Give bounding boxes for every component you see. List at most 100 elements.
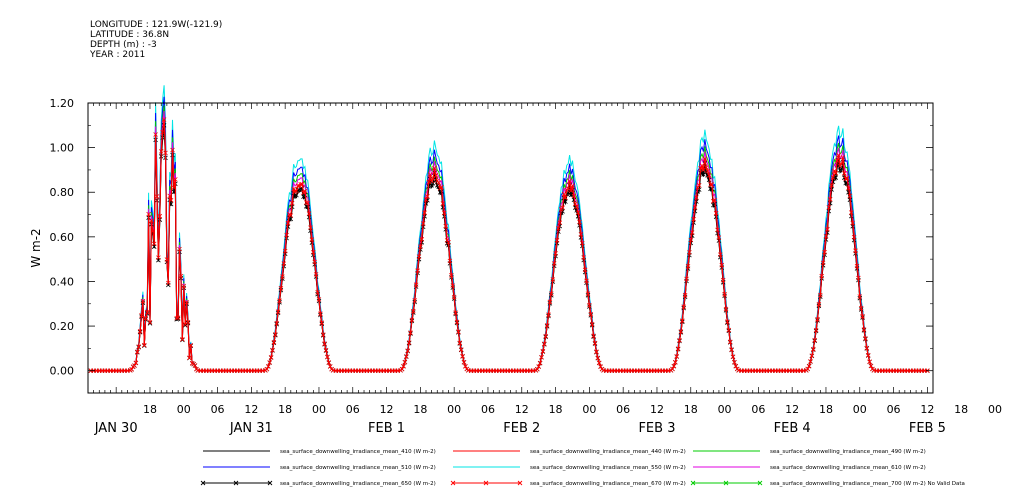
x-marker: [160, 129, 165, 135]
x-marker: [853, 248, 858, 253]
legend-label: sea_surface_downwelling_irradiance_mean_…: [280, 465, 436, 471]
x-marker: [404, 354, 409, 359]
x-marker: [302, 188, 308, 194]
x-marker: [153, 132, 158, 137]
x-marker: [299, 182, 305, 187]
x-marker: [568, 188, 574, 193]
x-marker: [326, 360, 332, 365]
x-marker: [594, 349, 599, 354]
x-marker: [694, 195, 699, 200]
x-marker: [689, 230, 695, 235]
x-marker: [140, 298, 146, 304]
x-marker: [311, 250, 316, 255]
x-marker: [135, 349, 140, 355]
x-marker: [305, 204, 310, 210]
x-marker: [694, 199, 699, 204]
y-tick-label: 0.00: [50, 365, 75, 378]
x-marker: [673, 359, 678, 365]
x-marker: [142, 342, 147, 348]
x-marker: [133, 360, 139, 366]
x-marker: [294, 188, 299, 194]
x-marker: [156, 255, 161, 260]
x-marker: [433, 173, 439, 178]
x-marker: [684, 276, 689, 282]
x-marker: [582, 267, 588, 273]
x-marker: [809, 353, 815, 358]
x-marker: [451, 294, 457, 300]
x-marker: [567, 178, 572, 184]
x-marker: [320, 332, 326, 337]
x-marker: [291, 186, 296, 192]
x-hour-tick-label: 18: [413, 403, 427, 416]
x-marker: [401, 363, 406, 369]
x-marker: [719, 262, 725, 268]
x-marker: [687, 250, 692, 255]
x-marker: [843, 176, 848, 181]
x-hour-tick-label: 12: [244, 403, 258, 416]
x-marker: [306, 211, 312, 216]
x-marker: [425, 194, 430, 199]
x-marker: [136, 344, 141, 349]
x-marker: [399, 366, 405, 372]
x-marker: [720, 277, 726, 283]
x-marker: [577, 219, 582, 225]
x-marker: [819, 273, 824, 279]
x-marker: [575, 210, 581, 215]
x-marker: [723, 306, 729, 312]
legend-label: sea_surface_downwelling_irradiance_mean_…: [770, 449, 926, 455]
x-marker: [682, 292, 688, 298]
x-marker: [175, 315, 181, 320]
legend-label: sea_surface_downwelling_irradiance_mean_…: [280, 449, 436, 455]
x-marker: [708, 182, 713, 187]
x-marker: [164, 257, 170, 262]
legend-item: sea_surface_downwelling_irradiance_mean_…: [203, 465, 436, 471]
x-marker: [440, 205, 446, 210]
legend-marker: [723, 480, 729, 486]
x-marker: [180, 337, 185, 343]
x-marker: [180, 337, 185, 342]
x-marker: [288, 213, 294, 218]
legend-marker: [267, 480, 273, 486]
x-marker: [847, 193, 853, 199]
x-marker: [844, 176, 850, 181]
x-marker: [170, 147, 175, 153]
x-marker: [670, 366, 675, 372]
x-marker: [864, 345, 870, 351]
x-marker: [535, 366, 540, 372]
x-marker: [443, 223, 448, 229]
x-marker: [277, 298, 282, 303]
x-marker: [447, 258, 453, 264]
x-marker: [561, 191, 567, 197]
x-marker: [295, 183, 301, 189]
x-marker: [592, 340, 598, 346]
x-marker: [696, 183, 702, 188]
legend-label: sea_surface_downwelling_irradiance_mean_…: [530, 465, 686, 471]
x-marker: [544, 323, 550, 328]
x-marker: [865, 352, 871, 358]
x-hour-tick-label: 18: [549, 403, 563, 416]
y-tick-label: 0.20: [50, 320, 75, 333]
x-marker: [440, 201, 446, 206]
x-marker: [402, 359, 408, 365]
x-marker: [289, 200, 295, 206]
x-marker: [270, 347, 275, 353]
x-marker: [318, 311, 323, 316]
x-hour-tick-label: 12: [515, 403, 529, 416]
x-marker: [315, 290, 320, 295]
x-marker: [285, 220, 291, 226]
series-line-sea-surface-downwelling-irradiance-mean-440: [90, 119, 928, 372]
x-marker: [543, 333, 548, 339]
x-marker: [456, 329, 461, 334]
legend-item: sea_surface_downwelling_irradiance_mean_…: [203, 449, 436, 455]
x-marker: [551, 261, 557, 266]
x-marker: [463, 364, 468, 369]
x-marker: [581, 255, 586, 260]
legend-item: sea_surface_downwelling_irradiance_mean_…: [690, 480, 965, 487]
x-marker: [322, 341, 327, 346]
x-hour-tick-label: 06: [887, 403, 901, 416]
metadata-header: LONGITUDE : 121.9W(-121.9) LATITUDE : 36…: [90, 20, 222, 60]
legend-marker: [233, 480, 239, 486]
x-marker: [139, 313, 144, 318]
legend-marker: [757, 480, 763, 486]
x-marker: [166, 282, 171, 288]
